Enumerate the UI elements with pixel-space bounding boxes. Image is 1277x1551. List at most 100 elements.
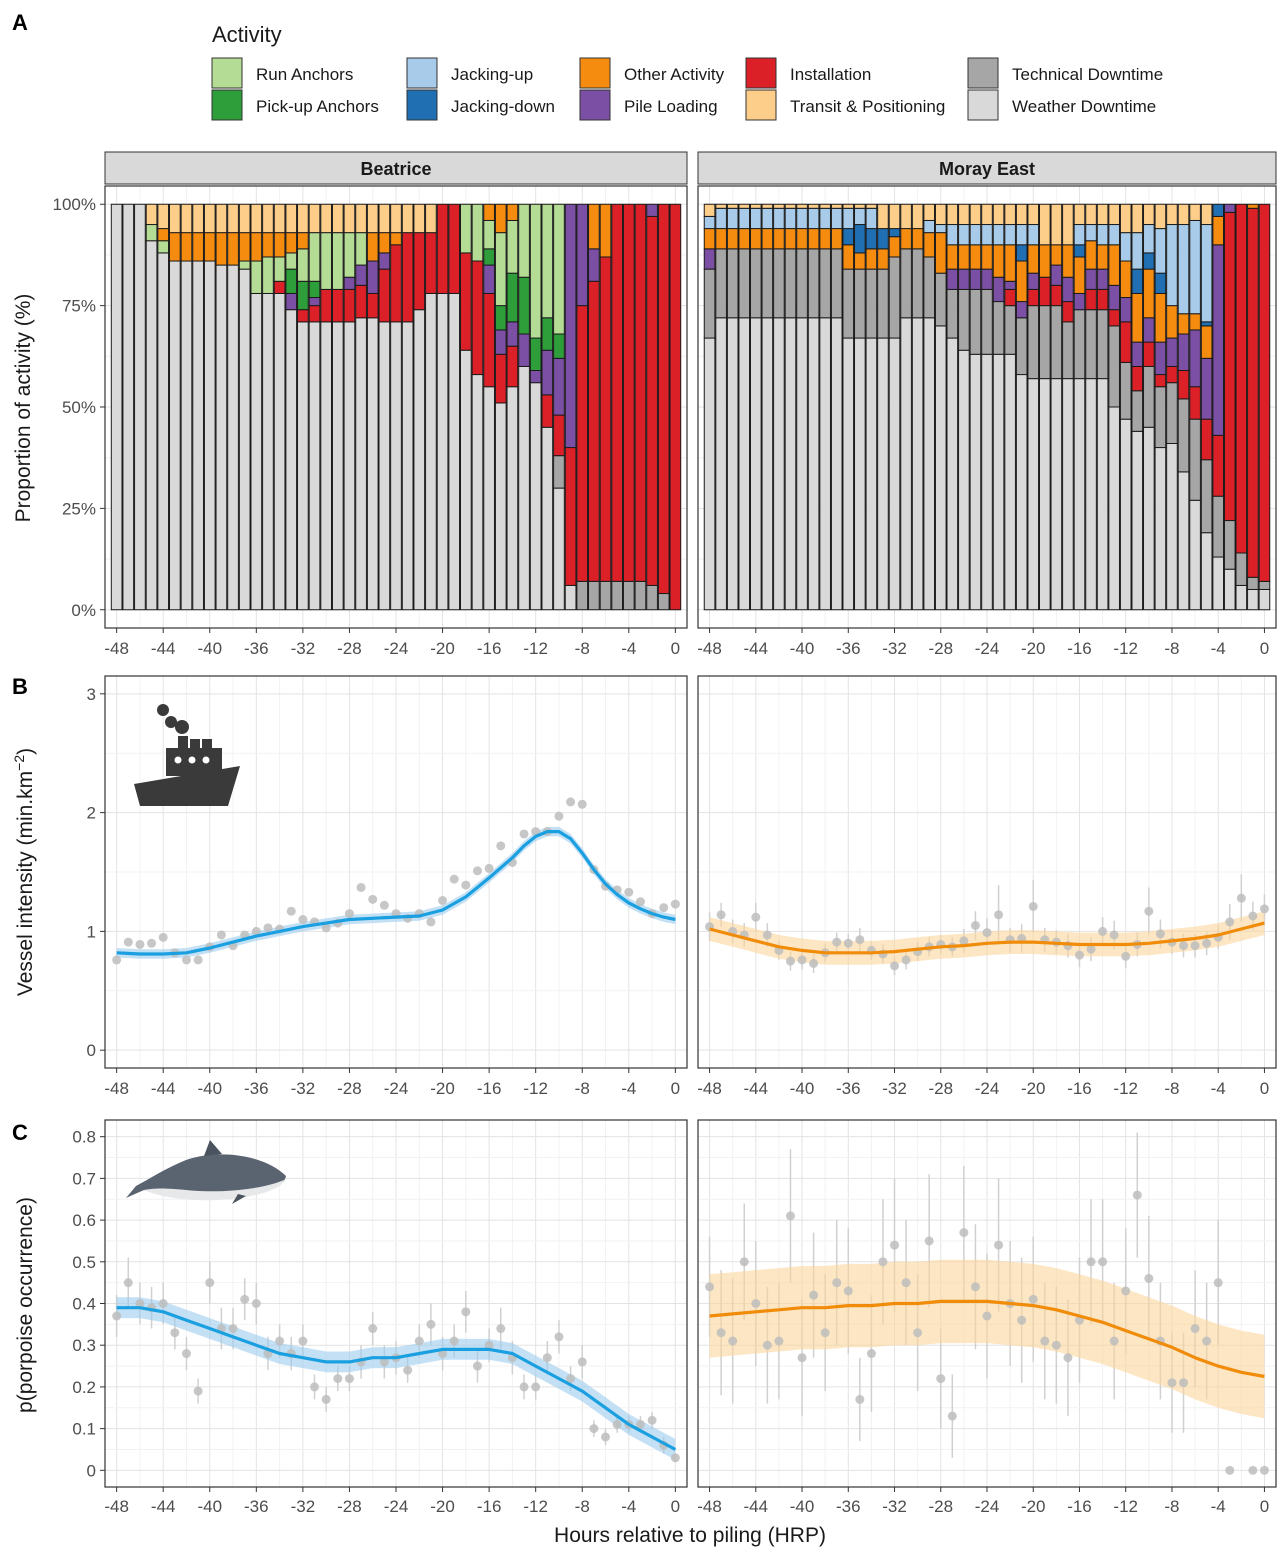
bar-segment xyxy=(715,317,727,611)
x-tick-label: -48 xyxy=(697,1497,722,1516)
bar-segment xyxy=(483,386,495,611)
data-point xyxy=(647,1415,657,1425)
x-tick-label: -36 xyxy=(244,1497,269,1516)
bar-segment xyxy=(297,203,309,234)
bar-segment xyxy=(1177,333,1190,372)
data-point xyxy=(774,1336,784,1346)
data-point xyxy=(1259,1465,1269,1475)
data-point xyxy=(1225,1465,1235,1475)
bar-segment xyxy=(1096,224,1109,246)
bar-segment xyxy=(238,232,251,262)
fit-line xyxy=(116,1306,677,1451)
bar-segment xyxy=(553,487,565,611)
bar-segment xyxy=(471,374,484,611)
bar-segment xyxy=(1119,260,1132,299)
bar-segment xyxy=(877,228,889,250)
bar-segment xyxy=(1085,203,1097,226)
data-point xyxy=(251,926,261,936)
bar-segment xyxy=(494,232,507,307)
bar-segment xyxy=(1119,418,1132,611)
y-tick-label: 0.1 xyxy=(72,1420,96,1439)
bar-segment xyxy=(981,288,993,355)
x-tick-label: 0 xyxy=(671,639,680,658)
data-point xyxy=(147,938,157,948)
bar-segment xyxy=(1015,203,1028,226)
data-point xyxy=(368,1324,378,1334)
bar-segment xyxy=(355,232,367,266)
data-point xyxy=(519,829,529,839)
bar-segment xyxy=(506,321,519,347)
bar-segment xyxy=(611,580,624,611)
bar-segment xyxy=(992,276,1005,303)
data-point xyxy=(1121,1286,1131,1296)
panel-border xyxy=(697,675,1277,1069)
x-tick-label: -40 xyxy=(197,1079,222,1098)
data-point xyxy=(1074,950,1084,960)
legend-label-1: Pick-up Anchors xyxy=(256,97,379,116)
bar-segment xyxy=(238,260,251,270)
data-point xyxy=(438,896,448,906)
bar-segment xyxy=(807,248,820,319)
x-tick-label: -28 xyxy=(928,639,953,658)
bar-segment xyxy=(215,232,228,266)
bar-segment xyxy=(518,365,530,611)
x-tick-label: 0 xyxy=(1260,1497,1269,1516)
bar-segment xyxy=(1096,203,1109,226)
bar-segment xyxy=(448,203,461,294)
bar-segment xyxy=(413,232,426,311)
x-tick-label: -40 xyxy=(197,639,222,658)
bar-segment xyxy=(227,232,239,266)
bar-segment xyxy=(946,288,959,339)
panel-B-moray: -48 -44 -40 -36 -32 -28 -24 -20 -16 -12 -8 -4 0 xyxy=(697,675,1277,1098)
bar-segment xyxy=(588,248,600,282)
plots: 0%25%50%75%100%-48 -44 -40 -36 -32 -28 -24 -20-… xyxy=(53,185,1277,1516)
bar-segment xyxy=(1073,309,1086,380)
bar-segment xyxy=(494,203,507,234)
bar-segment xyxy=(1212,556,1225,611)
bar-segment xyxy=(1143,252,1155,270)
y-tick-label: 0% xyxy=(71,601,96,620)
bar-segment xyxy=(1177,203,1190,226)
bar-segment xyxy=(888,236,901,258)
bar-segment xyxy=(900,203,912,230)
bar-segment xyxy=(285,268,298,294)
bar-segment xyxy=(715,248,727,319)
data-point xyxy=(809,1290,819,1300)
panel-border xyxy=(104,1119,688,1488)
data-point xyxy=(1040,1336,1050,1346)
x-axis-title: Hours relative to piling (HRP) xyxy=(554,1524,826,1547)
legend-label-3: Jacking-down xyxy=(451,97,555,116)
bar-segment xyxy=(1119,297,1132,323)
bar-segment xyxy=(1108,406,1120,611)
bar-segment xyxy=(157,203,170,230)
bar-segment xyxy=(981,353,993,611)
x-tick-label: -32 xyxy=(882,1497,907,1516)
bar-segment xyxy=(1004,353,1016,611)
bar-segment xyxy=(877,203,889,230)
bar-segment xyxy=(1027,378,1040,611)
x-tick-label: -16 xyxy=(477,1497,502,1516)
bar-segment xyxy=(703,228,716,250)
bar-segment xyxy=(934,203,947,226)
bar-segment xyxy=(262,256,274,294)
bar-segment xyxy=(923,232,936,258)
x-tick-label: -16 xyxy=(1067,1079,1092,1098)
data-point xyxy=(1098,1257,1108,1267)
bar-segment xyxy=(320,288,333,323)
bar-segment xyxy=(1143,268,1155,319)
data-point xyxy=(251,1299,261,1308)
data-point xyxy=(1155,929,1165,939)
bar-segment xyxy=(1154,272,1167,294)
bar-segment xyxy=(494,402,507,611)
bar-segment xyxy=(564,584,577,611)
x-tick-label: -32 xyxy=(882,639,907,658)
panel-letter-a: A xyxy=(12,10,28,35)
data-point xyxy=(379,1357,389,1367)
y-tick-label: 3 xyxy=(87,685,96,704)
x-tick-label: -24 xyxy=(384,639,409,658)
bar-segment xyxy=(703,248,716,270)
data-point xyxy=(449,874,459,884)
bar-segment xyxy=(110,203,123,611)
data-point xyxy=(832,937,842,947)
panel-A-beatrice: 0%25%50%75%100%-48 -44 -40 -36 -32 -28 -24 -20-… xyxy=(53,185,688,658)
